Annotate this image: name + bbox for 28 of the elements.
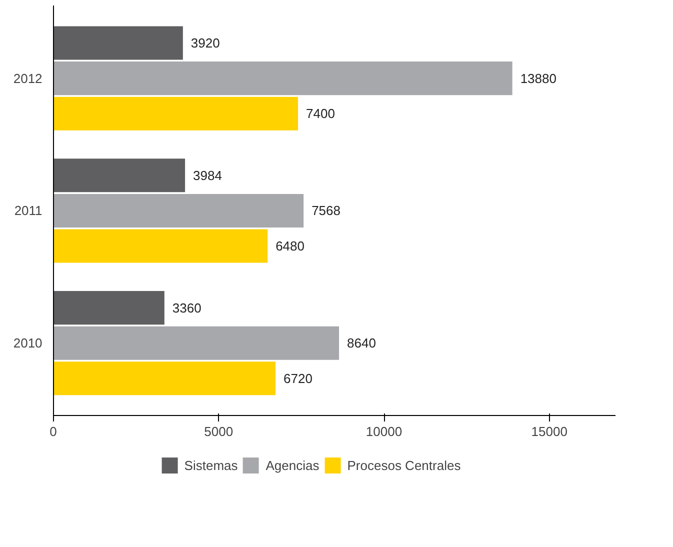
x-tick-label: 10000 (366, 424, 402, 439)
x-tick-label: 15000 (531, 424, 568, 439)
data-label: 7568 (312, 203, 340, 218)
data-label: 8640 (347, 336, 376, 351)
data-label: 6720 (284, 370, 312, 386)
bar (53, 96, 298, 130)
data-label: 6480 (276, 238, 305, 254)
data-label: 7400 (306, 106, 335, 122)
data-label: 3984 (193, 168, 222, 183)
legend-label: Procesos Centrales (347, 458, 461, 472)
bar (53, 194, 304, 228)
x-tick-label: 0 (50, 424, 57, 439)
x-tick-label: 5000 (204, 424, 234, 439)
legend-label: Agencias (266, 458, 320, 472)
legend-label: Sistemas (184, 458, 238, 472)
data-label: 13880 (520, 70, 556, 86)
y-tick-label: 2010 (13, 336, 42, 351)
bar (53, 158, 186, 192)
data-label: 3360 (172, 300, 202, 316)
bar (53, 362, 276, 396)
bar (53, 26, 183, 60)
y-tick-label: 2011 (14, 203, 42, 218)
bar (53, 291, 164, 325)
bar (53, 62, 512, 96)
y-tick-label: 2012 (13, 70, 42, 86)
data-label: 3920 (190, 36, 220, 51)
bar (53, 326, 340, 360)
bar (53, 229, 268, 263)
